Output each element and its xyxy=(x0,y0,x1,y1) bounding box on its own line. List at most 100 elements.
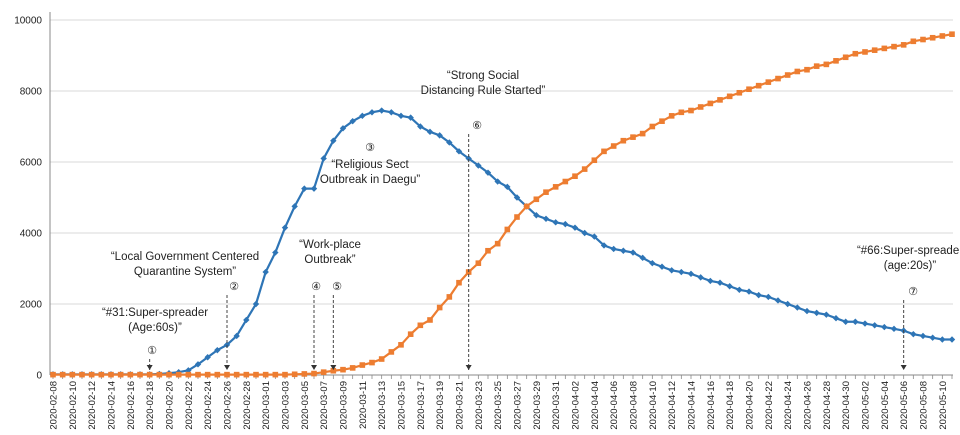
series-1-point xyxy=(359,112,366,120)
series-1-point xyxy=(475,162,482,169)
x-tick-label: 2020-02-10 xyxy=(68,381,79,430)
series-1-point xyxy=(678,268,685,276)
series-2-point xyxy=(195,371,201,378)
series-1-point xyxy=(745,288,753,295)
series-2-point xyxy=(717,97,723,103)
annotation-text: “Work-place xyxy=(299,239,361,251)
annotation-arrowhead xyxy=(900,365,907,370)
series-2-point xyxy=(765,79,772,85)
series-2-point xyxy=(185,371,192,378)
series-2-point xyxy=(746,86,752,93)
annotation-text: (Age:60s)” xyxy=(128,322,182,334)
x-tick-label: 2020-02-28 xyxy=(242,381,253,430)
series-2-point xyxy=(127,371,134,378)
series-2-point xyxy=(881,45,888,52)
series-2-point xyxy=(475,260,482,266)
series-1-point xyxy=(562,220,569,228)
series-2-point xyxy=(707,100,714,107)
series-2-point xyxy=(784,72,791,78)
series-2-point xyxy=(552,184,559,190)
series-2-point xyxy=(243,371,250,378)
x-tick-label: 2020-03-03 xyxy=(281,381,292,430)
series-1-point xyxy=(939,336,946,343)
series-2-point xyxy=(282,371,288,378)
series-1-point xyxy=(784,300,791,308)
series-1-point xyxy=(910,330,917,338)
series-2-line xyxy=(53,33,953,376)
series-1-point xyxy=(272,249,279,256)
series-1-point xyxy=(591,233,598,240)
x-tick-label: 2020-03-19 xyxy=(435,381,446,430)
x-tick-label: 2020-04-18 xyxy=(725,381,736,430)
series-1-point xyxy=(262,268,269,276)
series-2-point xyxy=(823,61,830,68)
series-1-point xyxy=(320,155,327,162)
y-tick-label: 4000 xyxy=(20,229,43,240)
annotation-5: ⑤ xyxy=(330,281,342,370)
annotation-text: “Religious Sect xyxy=(331,159,409,171)
annotation-arrowhead xyxy=(330,365,337,370)
series-2-point xyxy=(543,189,549,195)
x-tick-label: 2020-02-20 xyxy=(165,381,176,430)
series-1-point xyxy=(330,137,337,144)
series-2-point xyxy=(678,109,685,116)
annotation-number: ③ xyxy=(365,142,375,154)
x-tick-label: 2020-03-31 xyxy=(551,381,562,430)
annotation-3: “Religious Sect Outbreak in Daegu” ③ xyxy=(320,142,421,186)
series-1-point xyxy=(494,178,501,185)
x-tick-label: 2020-03-05 xyxy=(300,381,311,430)
x-tick-label: 2020-03-01 xyxy=(261,381,272,430)
annotation-text: “#66:Super-spreader xyxy=(857,245,960,257)
series-1-point xyxy=(552,219,559,226)
series-1-point xyxy=(281,224,289,231)
x-tick-label: 2020-02-12 xyxy=(87,381,98,430)
series-2-point xyxy=(156,371,163,378)
x-tick-label: 2020-02-16 xyxy=(126,381,137,430)
series-1-point xyxy=(301,185,308,192)
series-1-point xyxy=(426,128,434,136)
series-2-point xyxy=(523,203,530,210)
series-2-point xyxy=(610,143,617,149)
x-tick-label: 2020-02-22 xyxy=(184,381,195,430)
series-2-point xyxy=(465,269,472,275)
series-2-point xyxy=(166,371,172,378)
series-1-point xyxy=(542,215,550,222)
annotation-4: “Work-place Outbreak” ④ xyxy=(299,239,361,370)
annotation-arrowhead xyxy=(465,365,472,370)
series-2-point xyxy=(862,49,868,55)
series-1-point xyxy=(668,267,675,274)
series-1-point xyxy=(513,194,521,201)
series-2-point xyxy=(79,371,85,378)
series-1-point xyxy=(813,309,820,317)
series-1-point xyxy=(504,183,511,191)
annotation-6: “Strong Social Distancing Rule Started” ⑥ xyxy=(421,70,545,370)
series-2-point xyxy=(98,371,105,378)
series-1-point xyxy=(436,132,443,139)
series-1-point xyxy=(919,332,927,340)
series-2-point xyxy=(88,371,95,378)
series-1-point xyxy=(610,245,617,253)
series-2-point xyxy=(514,214,520,220)
series-1-line xyxy=(53,109,952,376)
series-1-point xyxy=(629,249,637,256)
series-2-point xyxy=(929,34,936,41)
x-tick-label: 2020-04-24 xyxy=(783,381,794,430)
x-tick-label: 2020-02-26 xyxy=(223,381,234,430)
series-1-point xyxy=(929,334,936,341)
x-tick-label: 2020-03-27 xyxy=(513,381,524,430)
series-2-point xyxy=(320,369,327,375)
series-2-point xyxy=(146,371,153,378)
series-2-point xyxy=(533,196,540,203)
series-1-point xyxy=(726,283,733,290)
series-1-point xyxy=(533,212,540,219)
series-2-point xyxy=(920,36,926,43)
x-tick-label: 2020-03-21 xyxy=(455,381,466,430)
x-tick-label: 2020-04-28 xyxy=(822,381,833,430)
series-1-point xyxy=(649,259,656,267)
series-2-point xyxy=(407,331,414,337)
series-1-point xyxy=(881,323,888,331)
gridlines xyxy=(50,19,953,305)
series-2-point xyxy=(117,371,124,378)
annotations: “#31:Super-spreader(Age:60s)”①“Local Gov… xyxy=(102,70,960,370)
